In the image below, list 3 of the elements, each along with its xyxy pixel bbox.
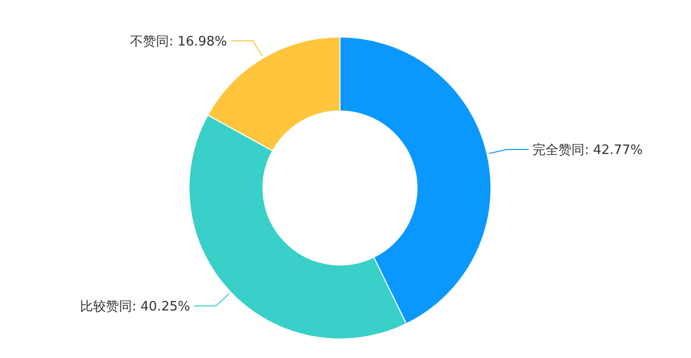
slice-label: 比较赞同: 40.25% [80,299,190,314]
slice-label: 不赞同: 16.98% [130,34,228,50]
slice-label: 完全赞同: 42.77% [532,142,643,158]
